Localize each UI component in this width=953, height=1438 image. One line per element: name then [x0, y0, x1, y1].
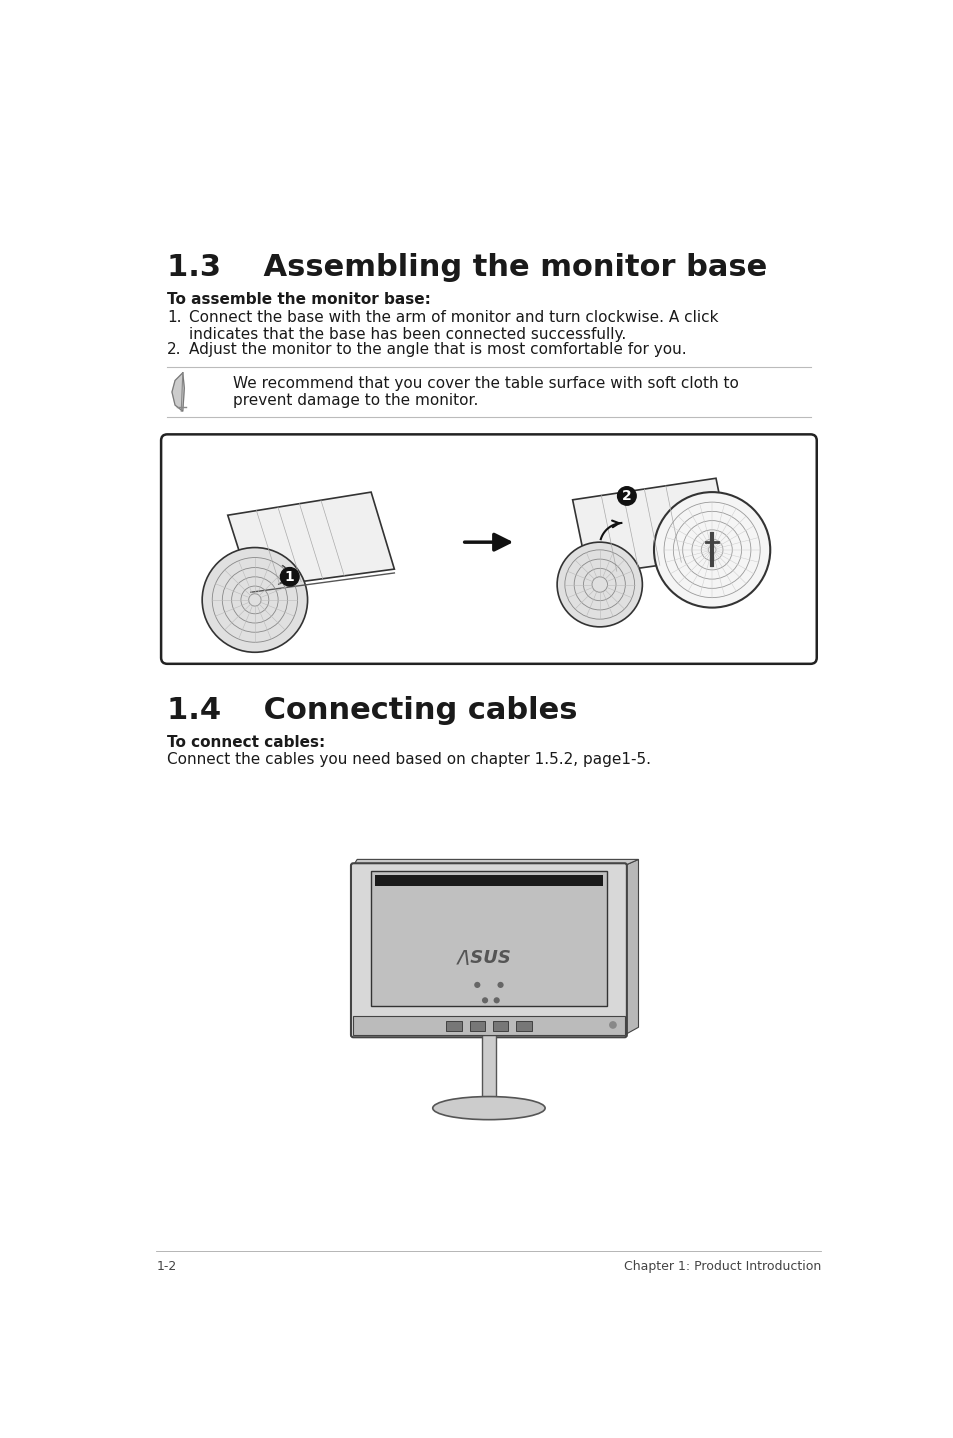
Bar: [371, 871, 606, 1005]
Circle shape: [557, 542, 641, 627]
Text: 1.: 1.: [167, 309, 182, 325]
Text: 2: 2: [621, 489, 631, 503]
Text: 1.4    Connecting cables: 1.4 Connecting cables: [167, 696, 578, 725]
Text: /\SUS: /\SUS: [457, 949, 512, 966]
Polygon shape: [624, 860, 638, 1035]
Text: 1: 1: [285, 569, 294, 584]
Circle shape: [497, 982, 503, 988]
Bar: [493, 1021, 508, 1031]
FancyBboxPatch shape: [351, 863, 626, 1037]
Circle shape: [617, 486, 636, 505]
Ellipse shape: [433, 1097, 544, 1120]
Text: Connect the cables you need based on chapter 1.5.2, page1-5.: Connect the cables you need based on cha…: [167, 752, 651, 766]
Polygon shape: [572, 479, 731, 575]
Bar: [446, 1021, 461, 1031]
Text: To connect cables:: To connect cables:: [167, 735, 325, 749]
Circle shape: [474, 982, 480, 988]
Circle shape: [608, 1021, 617, 1028]
Circle shape: [280, 568, 298, 587]
Circle shape: [654, 492, 769, 608]
FancyBboxPatch shape: [161, 434, 816, 664]
Text: 2.: 2.: [167, 342, 182, 357]
Text: Chapter 1: Product Introduction: Chapter 1: Product Introduction: [623, 1260, 821, 1273]
Bar: [375, 874, 602, 886]
Polygon shape: [172, 372, 184, 411]
Polygon shape: [353, 860, 638, 866]
Text: To assemble the monitor base:: To assemble the monitor base:: [167, 292, 431, 306]
Text: We recommend that you cover the table surface with soft cloth to
prevent damage : We recommend that you cover the table su…: [233, 375, 739, 408]
Bar: [481, 1035, 496, 1104]
Circle shape: [481, 997, 488, 1004]
Bar: [469, 1021, 484, 1031]
Polygon shape: [278, 565, 297, 584]
Text: Connect the base with the arm of monitor and turn clockwise. A click
indicates t: Connect the base with the arm of monitor…: [189, 309, 718, 342]
Text: Adjust the monitor to the angle that is most comfortable for you.: Adjust the monitor to the angle that is …: [189, 342, 686, 357]
Text: 1-2: 1-2: [156, 1260, 176, 1273]
Circle shape: [493, 997, 499, 1004]
Text: 1.3    Assembling the monitor base: 1.3 Assembling the monitor base: [167, 253, 767, 282]
Polygon shape: [228, 492, 394, 588]
Bar: [516, 1021, 531, 1031]
Bar: [353, 1015, 624, 1035]
Circle shape: [202, 548, 307, 653]
